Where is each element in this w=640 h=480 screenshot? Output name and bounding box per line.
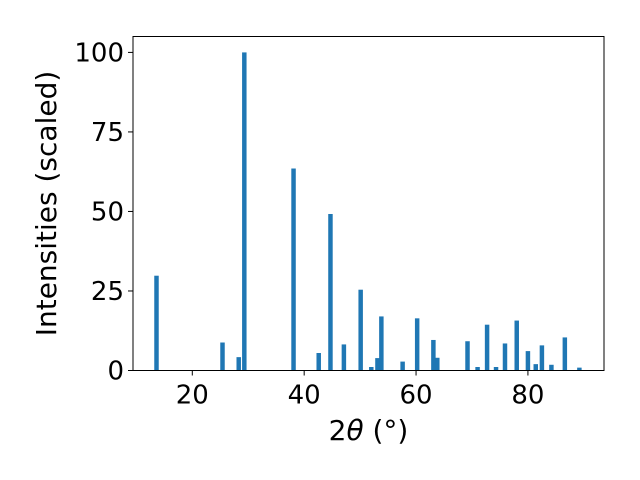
y-tick-label: 25 [91,277,124,307]
bar [549,364,554,371]
bar [242,52,247,371]
bar [435,357,440,371]
bar [369,367,374,371]
x-tick-label: 20 [176,381,209,411]
bar [220,342,225,371]
bar [328,213,333,371]
bars-group [154,52,582,371]
y-axis-ticks: 0 25 50 75 100 [74,38,133,387]
x-tick-label: 60 [400,381,433,411]
bar [539,345,545,371]
y-axis-label: Intensities (scaled) [30,71,63,337]
bar [562,337,568,371]
bar [316,353,321,371]
bar [475,367,480,371]
bar [414,318,420,371]
y-tick-label: 75 [91,118,124,148]
x-tick-label: 40 [288,381,321,411]
bar [525,351,531,371]
bar [502,343,508,371]
bar [375,358,380,371]
bar [484,324,490,371]
plot-frame [132,36,605,371]
x-tick-label: 80 [511,381,544,411]
bar [236,357,241,371]
y-tick-label: 0 [107,357,124,387]
bar [154,275,159,371]
bar [291,168,296,371]
bar [431,339,436,371]
x-axis-label: 2θ (°) [329,414,409,447]
x-axis-ticks: 20 40 60 80 [176,370,544,411]
bar [379,316,384,371]
bar [341,344,347,371]
bar [514,320,519,371]
bar [358,289,363,371]
bar [465,341,470,371]
y-tick-label: 50 [91,197,124,227]
y-tick-label: 100 [74,38,124,68]
bar [533,364,538,371]
bar [493,367,499,371]
bar [577,367,582,371]
bar [400,361,405,371]
